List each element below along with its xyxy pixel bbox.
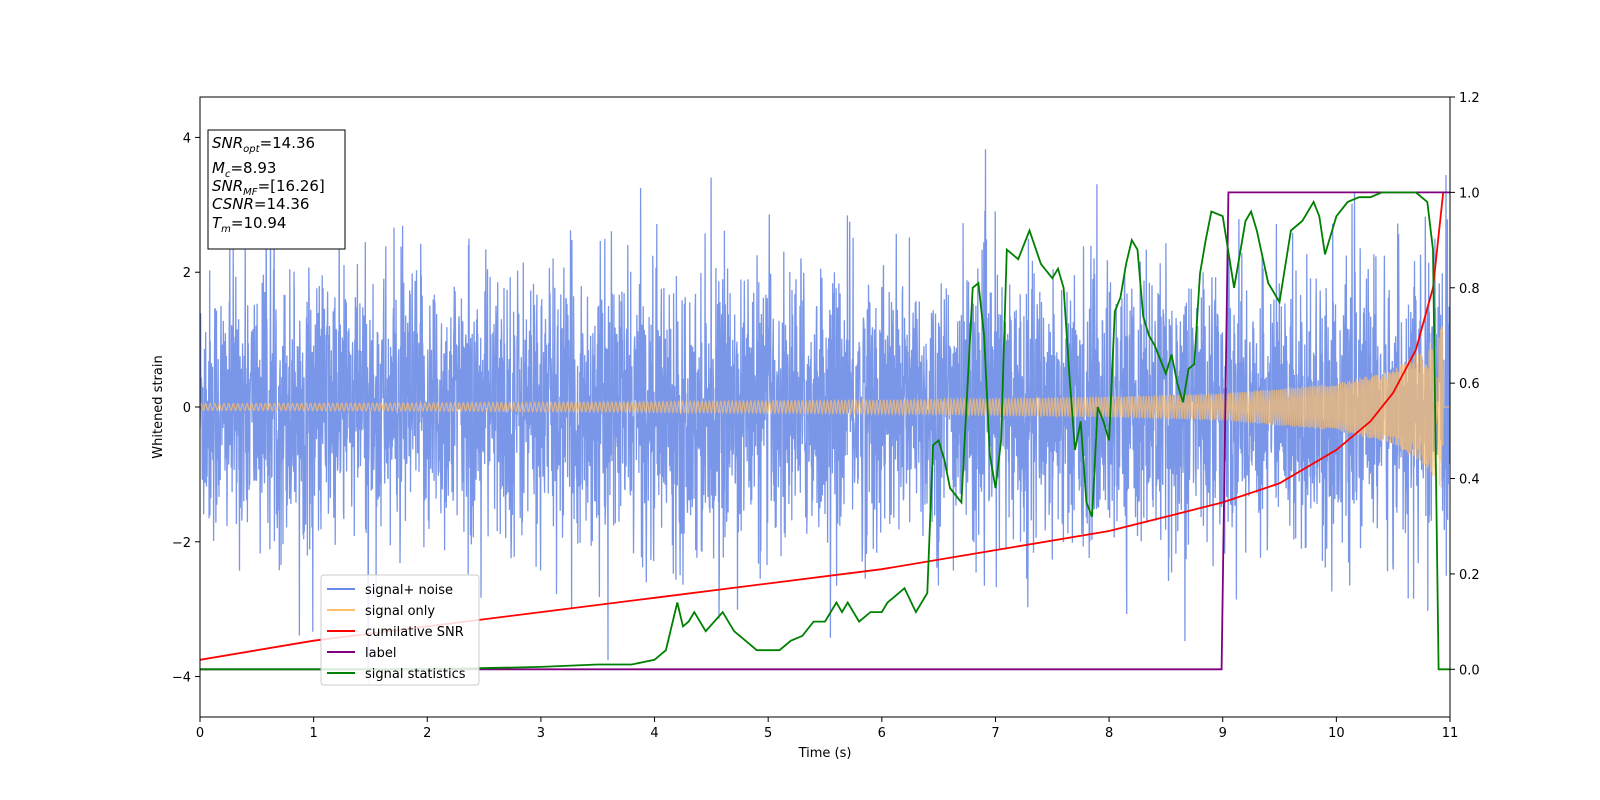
- info-line: Tm=10.94: [212, 214, 286, 235]
- y-tick-label: −2: [172, 536, 191, 551]
- legend-label: signal+ noise: [365, 583, 453, 598]
- x-tick-label: 0: [196, 726, 204, 741]
- series-label: [200, 191, 1450, 671]
- y2-tick-label: 0.4: [1459, 473, 1480, 488]
- y2-tick-label: 1.0: [1459, 186, 1480, 201]
- info-line: SNRopt=14.36: [212, 134, 315, 155]
- x-tick-label: 5: [764, 726, 772, 741]
- x-tick-label: 6: [878, 726, 886, 741]
- x-tick-label: 7: [991, 726, 999, 741]
- y2-tick-label: 0.2: [1459, 568, 1480, 583]
- series-cumulative-snr: [200, 192, 1445, 661]
- y2-tick-label: 1.2: [1459, 91, 1480, 106]
- y-tick-label: −4: [172, 671, 191, 686]
- info-line: CSNR=14.36: [212, 195, 309, 213]
- legend-frame: [320, 574, 480, 686]
- x-tick-label: 1: [309, 726, 317, 741]
- y2-tick-label: 0.8: [1459, 282, 1480, 297]
- legend-label: signal statistics: [365, 667, 466, 682]
- x-tick-label: 11: [1442, 726, 1459, 741]
- y2-tick-label: 0.6: [1459, 377, 1480, 392]
- y-axis-label: Whitened strain: [151, 355, 166, 458]
- legend-label: label: [365, 646, 396, 661]
- x-axis-label: Time (s): [798, 746, 852, 761]
- info-box: SNRopt=14.36 Mc=8.93SNRMF=[16.26]CSNR=14.…: [207, 129, 346, 250]
- series-signal-statistics: [200, 191, 1450, 671]
- y2-tick-label: 0.0: [1459, 663, 1480, 678]
- y-tick-label: 0: [183, 401, 191, 416]
- info-line: SNRMF=[16.26]: [212, 177, 325, 198]
- x-tick-label: 4: [650, 726, 658, 741]
- info-box-frame: [207, 129, 346, 250]
- y-tick-label: 2: [183, 266, 191, 281]
- x-tick-label: 9: [1219, 726, 1227, 741]
- series-signal-only: [200, 326, 1450, 488]
- x-tick-label: 3: [537, 726, 545, 741]
- x-tick-label: 8: [1105, 726, 1113, 741]
- legend-label: cumilative SNR: [365, 625, 464, 640]
- x-tick-label: 2: [423, 726, 431, 741]
- info-line: Mc=8.93: [212, 159, 276, 180]
- series-signal-noise: [200, 149, 1450, 683]
- legend-label: signal only: [365, 604, 435, 619]
- x-tick-label: 10: [1328, 726, 1345, 741]
- y-tick-label: 4: [183, 131, 191, 146]
- axes-layer: 0 1 2 3 4 5 6 7 8 9 10 11 −4 −2 0 2 4 0.0 0.2 0.4 0.6 0.8 1.0 1…: [172, 91, 1480, 741]
- series-layer: [200, 149, 1450, 683]
- legend: signal+ noise signal only cumilative SNR la…: [320, 574, 480, 686]
